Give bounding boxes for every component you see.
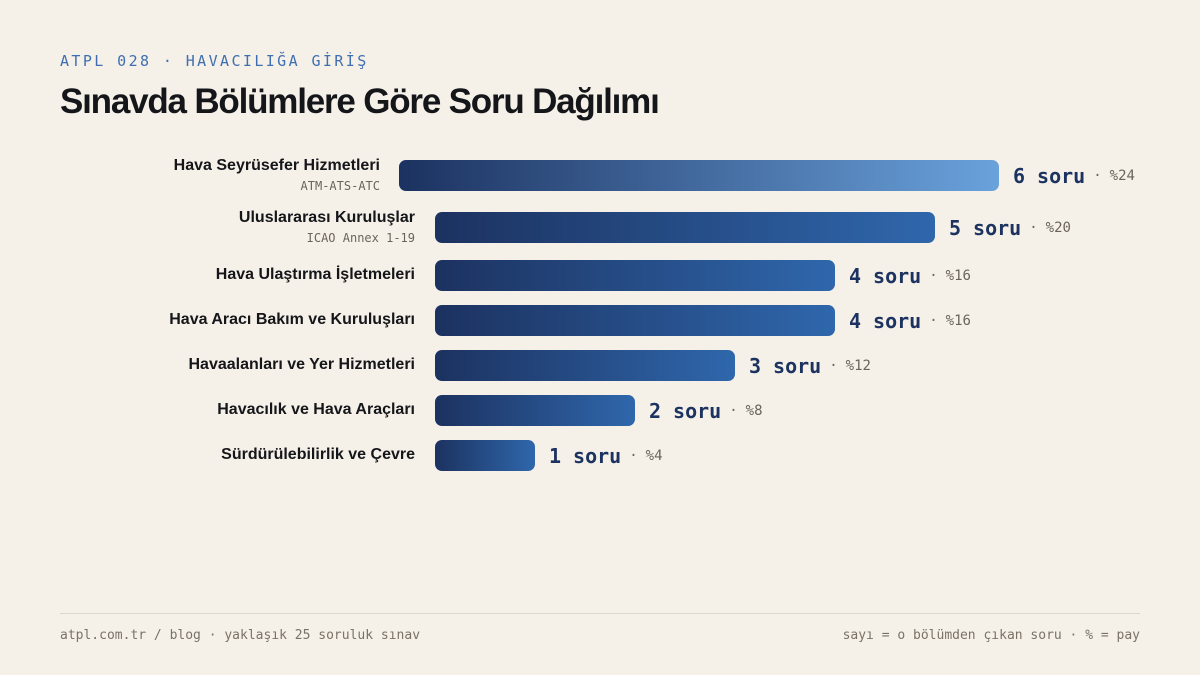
value-unit: soru	[973, 215, 1022, 240]
bar-chart: Hava Seyrüsefer Hizmetleri ATM-ATS-ATC 6 so…	[169, 157, 1135, 471]
value-separator: ·	[1029, 219, 1038, 236]
value-separator: ·	[1093, 167, 1102, 184]
value-label: 1 soru · %4	[549, 440, 663, 471]
value-number: 3	[749, 353, 762, 378]
value-percent: %24	[1109, 167, 1135, 184]
bar	[435, 260, 835, 291]
value-number: 6	[1013, 163, 1026, 188]
footer-legend-note: sayı = o bölümden çıkan soru · % = pay	[842, 628, 1140, 643]
value-number: 1	[549, 443, 562, 468]
value-label: 5 soru · %20	[949, 212, 1071, 243]
value-number: 5	[949, 215, 962, 240]
value-label: 2 soru · %8	[649, 395, 763, 426]
bar	[399, 160, 999, 191]
category-label: Hava Ulaştırma İşletmeleri	[215, 266, 415, 283]
bar	[435, 440, 535, 471]
value-separator: ·	[629, 447, 638, 464]
value-percent: %16	[945, 312, 971, 329]
category-label: Havaalanları ve Yer Hizmetleri	[188, 356, 415, 373]
value-percent: %16	[945, 267, 971, 284]
value-unit: soru	[1037, 163, 1086, 188]
footer-divider	[60, 613, 1140, 614]
bar	[435, 305, 835, 336]
value-percent: %12	[845, 357, 871, 374]
category-label: Hava Aracı Bakım ve Kuruluşları	[169, 311, 415, 328]
bar	[435, 395, 635, 426]
footer-source: atpl.com.tr / blog · yaklaşık 25 soruluk…	[60, 628, 421, 643]
value-label: 4 soru · %16	[849, 260, 971, 291]
bar	[435, 350, 735, 381]
category-label: Sürdürülebilirlik ve Çevre	[221, 446, 415, 463]
value-unit: soru	[673, 398, 722, 423]
value-number: 2	[649, 398, 662, 423]
value-label: 6 soru · %24	[1013, 160, 1135, 191]
category-label: Havacılık ve Hava Araçları	[217, 401, 415, 418]
value-unit: soru	[873, 263, 922, 288]
eyebrow-label: ATPL 028 · HAVACILIĞA GİRİŞ	[60, 52, 369, 70]
value-number: 4	[849, 263, 862, 288]
value-separator: ·	[929, 312, 938, 329]
value-percent: %8	[745, 402, 763, 419]
value-separator: ·	[929, 267, 938, 284]
value-unit: soru	[773, 353, 822, 378]
value-percent: %20	[1045, 219, 1071, 236]
value-percent: %4	[645, 447, 663, 464]
value-separator: ·	[729, 402, 738, 419]
page-title: Sınavda Bölümlere Göre Soru Dağılımı	[60, 82, 660, 121]
value-unit: soru	[573, 443, 622, 468]
value-separator: ·	[829, 357, 838, 374]
bar	[435, 212, 935, 243]
category-label: Uluslararası Kuruluşlar	[238, 209, 415, 226]
value-label: 3 soru · %12	[749, 350, 871, 381]
category-label: Hava Seyrüsefer Hizmetleri	[173, 157, 380, 174]
value-number: 4	[849, 308, 862, 333]
value-label: 4 soru · %16	[849, 305, 971, 336]
value-unit: soru	[873, 308, 922, 333]
category-sublabel: ICAO Annex 1-19	[306, 231, 415, 245]
category-sublabel: ATM-ATS-ATC	[300, 179, 380, 193]
